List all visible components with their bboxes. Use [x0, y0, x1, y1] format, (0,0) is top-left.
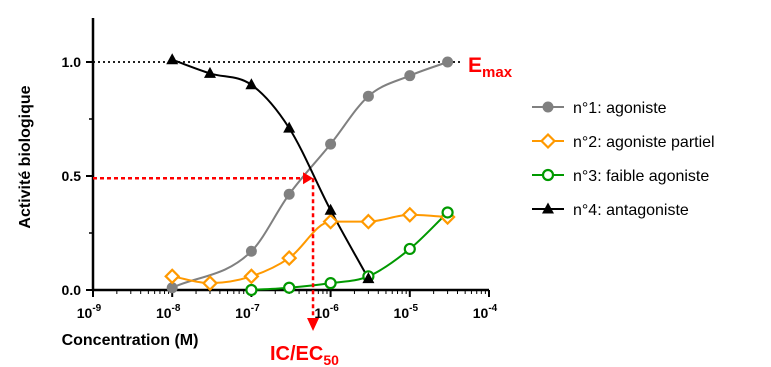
x-tick-label: 10-9 [77, 303, 102, 321]
legend-label-4: n°4: antagoniste [573, 202, 689, 219]
series-2-point [401, 206, 418, 223]
legend-marker-1 [542, 101, 554, 113]
legend-marker-2 [539, 132, 557, 150]
emax-label: Emax [468, 54, 513, 81]
x-tick-label: 10-8 [156, 303, 181, 321]
series-4-point [203, 66, 216, 78]
y-tick-label: 0.0 [62, 282, 82, 298]
series-1-point [283, 188, 295, 200]
x-tick-label: 10-5 [394, 303, 419, 321]
y-tick-label: 1.0 [62, 54, 82, 70]
x-tick-label: 10-6 [314, 303, 339, 321]
series-1-point [404, 70, 416, 82]
series-1-point [362, 90, 374, 102]
y-tick-label: 0.5 [62, 168, 82, 184]
series-2-point [164, 268, 181, 285]
series-4-point [324, 203, 337, 215]
ic50-label: IC/EC50 [270, 343, 339, 367]
x-tick-label: 10-4 [473, 303, 498, 321]
series-4-point [283, 121, 296, 133]
series-2-point [322, 213, 339, 230]
series-1-point [325, 138, 337, 150]
series-2-point [243, 268, 260, 285]
series-4-point [245, 78, 258, 90]
y-axis-title: Activité biologique [17, 85, 34, 228]
legend-label-1: n°1: agoniste [573, 100, 667, 117]
series-1-point [245, 245, 257, 257]
series-4-point [362, 272, 375, 284]
series-3-point [324, 277, 337, 290]
legend-marker-4 [542, 202, 554, 214]
series-4-line [171, 58, 370, 280]
ic50-vertical-arrowhead [307, 318, 320, 331]
series-4-point [166, 53, 179, 65]
x-tick-label: 10-7 [235, 303, 260, 321]
series-3-point [403, 242, 416, 256]
series-3-point [283, 281, 296, 294]
legend-label-3: n°3: faible agoniste [573, 168, 709, 185]
series-1-point [166, 282, 178, 294]
series-1-point [442, 56, 454, 68]
series-2-point [281, 250, 298, 267]
series-3-line [251, 211, 449, 291]
series-3-point [245, 283, 258, 297]
legend-label-2: n°2: agoniste partiel [573, 134, 715, 151]
series-2-point [201, 275, 219, 292]
ic50-horizontal-arrowhead [303, 172, 314, 185]
series-2-point [360, 213, 377, 230]
legend-marker-3 [541, 168, 555, 182]
series-3-point [441, 206, 454, 219]
x-axis-title: Concentration (M) [62, 332, 199, 349]
